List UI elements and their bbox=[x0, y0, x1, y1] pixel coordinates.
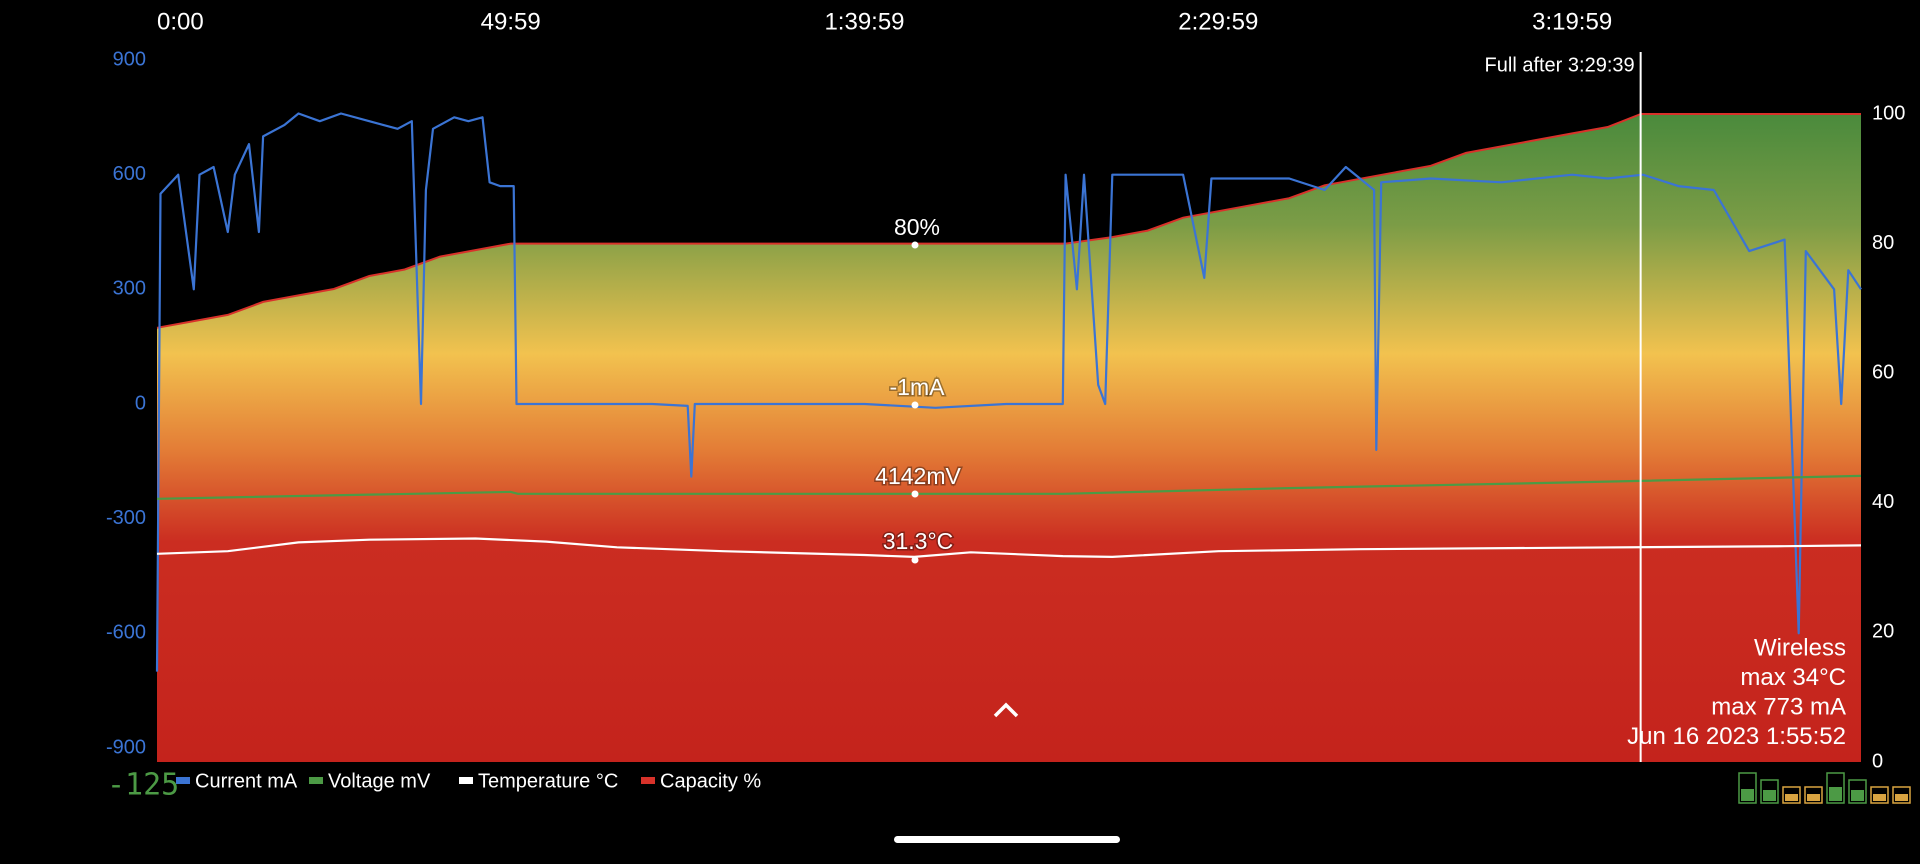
legend-label: Temperature °C bbox=[478, 770, 618, 792]
capacity-area bbox=[157, 114, 1861, 762]
x-tick-label: 49:59 bbox=[481, 8, 541, 35]
cursor-value: -1mA bbox=[890, 374, 946, 400]
cursor-dot bbox=[911, 241, 919, 249]
y-tick-label: 300 bbox=[113, 278, 146, 300]
info-line: Wireless bbox=[1754, 634, 1846, 661]
y2-tick-label: 20 bbox=[1872, 621, 1894, 643]
series-line bbox=[156, 474, 1862, 500]
y-tick-label: 0 bbox=[135, 392, 146, 414]
legend-label: Capacity % bbox=[660, 770, 761, 792]
series-line bbox=[156, 537, 1862, 558]
info-line: max 34°C bbox=[1740, 664, 1846, 691]
legend-swatch bbox=[176, 777, 190, 784]
text-layer: 0:00 49:59 1:39:59 2:29:59 3:19:59 -900 -600 -3… bbox=[106, 8, 1905, 802]
line-layer bbox=[155, 112, 1862, 672]
y-tick-label: -600 bbox=[106, 622, 146, 644]
info-line: Jun 16 2023 1:55:52 bbox=[1627, 723, 1846, 750]
legend-swatch bbox=[641, 777, 655, 784]
x-tick-label: 2:29:59 bbox=[1178, 8, 1258, 35]
y2-tick-label: 0 bbox=[1872, 750, 1883, 772]
expand-caret[interactable] bbox=[993, 702, 1019, 718]
y-tick-label: -900 bbox=[106, 736, 146, 758]
y-tick-label: 900 bbox=[113, 48, 146, 70]
cursor-value: 4142mV bbox=[875, 463, 961, 489]
info-line: max 773 mA bbox=[1711, 693, 1846, 720]
series-line bbox=[155, 112, 1862, 672]
y2-tick-label: 60 bbox=[1872, 361, 1894, 383]
cursor-dot bbox=[911, 490, 919, 498]
legend-label: Voltage mV bbox=[328, 770, 431, 792]
x-tick-label: 3:19:59 bbox=[1532, 8, 1612, 35]
area-layer bbox=[156, 113, 1861, 762]
home-indicator[interactable] bbox=[894, 836, 1120, 843]
current-readout: -125 bbox=[107, 768, 179, 803]
y2-tick-label: 100 bbox=[1872, 102, 1905, 124]
y-tick-label: 600 bbox=[113, 163, 146, 185]
battery-icons bbox=[1738, 772, 1911, 804]
x-tick-label: 1:39:59 bbox=[824, 8, 904, 35]
full-marker-label: Full after 3:29:39 bbox=[1485, 54, 1635, 76]
y-tick-label: -300 bbox=[106, 507, 146, 529]
capacity-line bbox=[156, 113, 1861, 329]
y2-tick-label: 40 bbox=[1872, 491, 1894, 513]
legend-swatch bbox=[309, 777, 323, 784]
legend-swatch bbox=[459, 777, 473, 784]
cursor-dot bbox=[911, 556, 919, 564]
legend-label: Current mA bbox=[195, 770, 298, 792]
cursor-value: 80% bbox=[894, 214, 940, 240]
cursor-dot bbox=[911, 401, 919, 409]
y2-tick-label: 80 bbox=[1872, 232, 1894, 254]
cursor-value: 31.3°C bbox=[883, 528, 954, 554]
x-tick-label: 0:00 bbox=[157, 8, 204, 35]
